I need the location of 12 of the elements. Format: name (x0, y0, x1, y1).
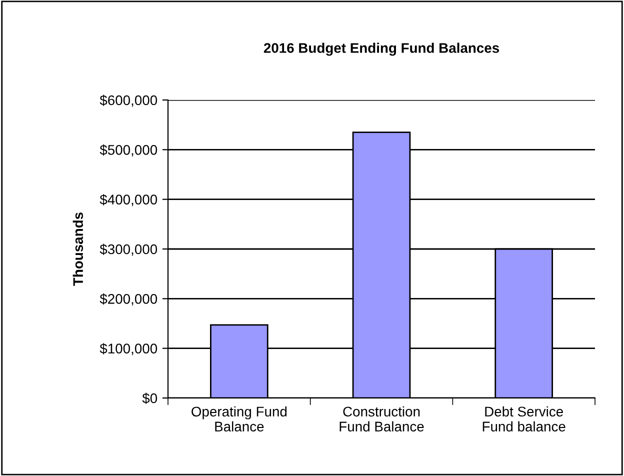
y-tick-label: $300,000 (100, 244, 158, 256)
x-tick-label: Debt Service Fund balance (482, 406, 566, 432)
y-tick-label: $400,000 (100, 194, 158, 206)
y-axis-title: Thousands (72, 212, 84, 286)
chart-title: 2016 Budget Ending Fund Balances (264, 42, 500, 56)
y-tick-label: $200,000 (100, 293, 158, 306)
y-tick-label: $600,000 (100, 94, 158, 107)
y-tick-label: $500,000 (100, 144, 158, 156)
y-tick-label: $100,000 (100, 343, 158, 356)
x-tick-label: Construction Fund Balance (340, 406, 424, 432)
y-tick-label: $0 (142, 392, 158, 404)
x-tick-label: Operating Fund Balance (192, 406, 287, 432)
